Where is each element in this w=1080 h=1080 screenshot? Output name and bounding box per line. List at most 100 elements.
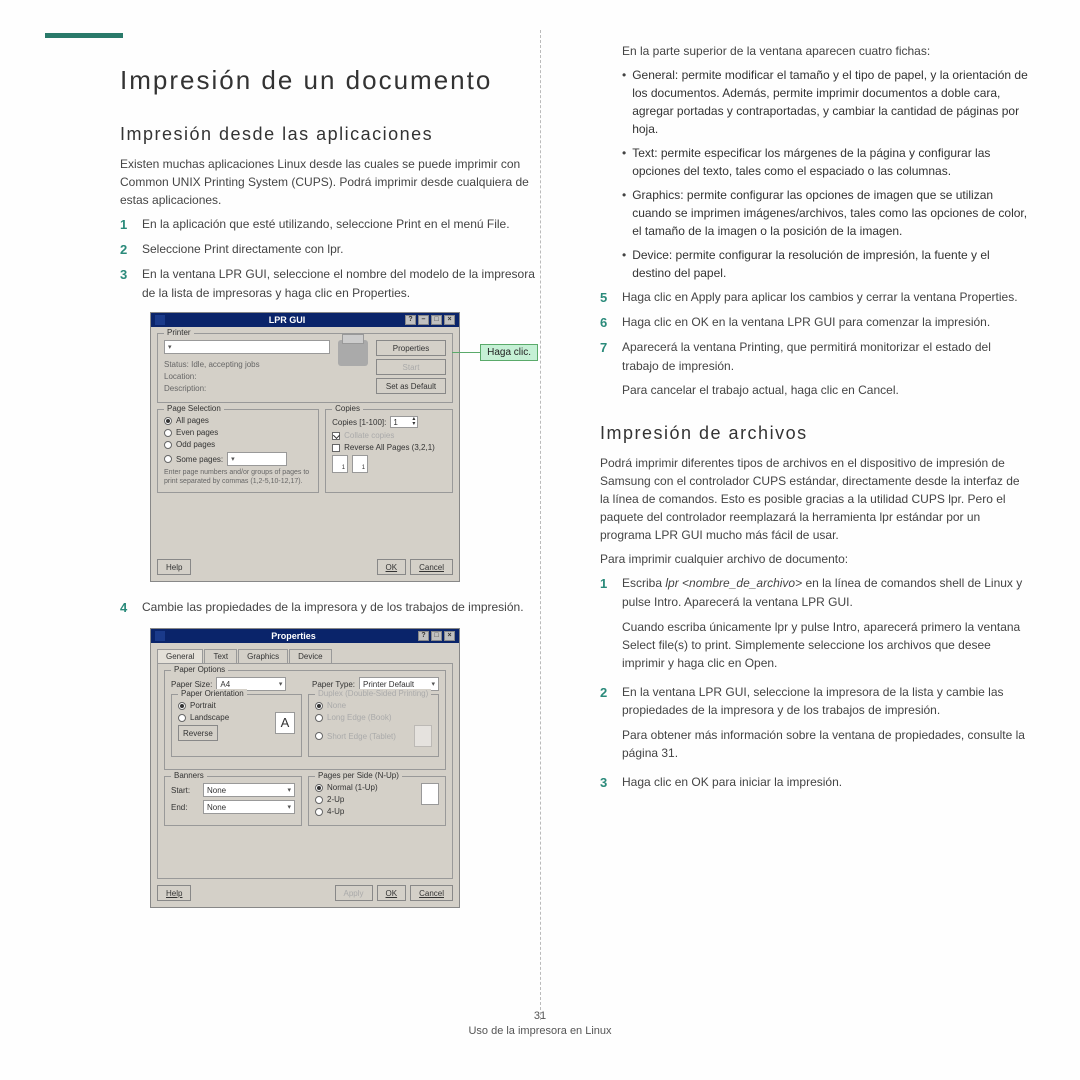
nup1[interactable] [315,784,323,792]
type-label: Paper Type: [312,680,355,689]
num: 2 [120,240,132,260]
size-label: Paper Size: [171,680,212,689]
copies-label: Copies [1-100]: [332,418,386,427]
steps-right: 5 Haga clic en Apply para aplicar los cam… [600,288,1030,405]
help-icon[interactable]: ? [405,315,416,325]
lpr-window: LPR GUI ?–□× Printer Status: Idle, accep… [150,312,460,582]
lpr-screenshot: LPR GUI ?–□× Printer Status: Idle, accep… [150,312,460,582]
right-intro: En la parte superior de la ventana apare… [622,42,1030,60]
step4: Cambie las propiedades de la impresora y… [142,598,550,618]
some-input[interactable] [227,452,287,466]
collate-label: Collate copies [344,431,394,440]
f2b: Para obtener más información sobre la ve… [622,726,1030,762]
window-buttons: ?□× [418,631,455,641]
callout-label: Haga clic. [480,344,538,361]
copies-spinner[interactable]: 1▴▾ [390,416,418,428]
start-button[interactable]: Start [376,359,446,375]
h1: Impresión de un documento [120,65,550,96]
copies-group: Copies [332,404,363,413]
step7b: Para cancelar el trabajo actual, haga cl… [622,381,1030,399]
props-titlebar: Properties ?□× [151,629,459,643]
cancel-button[interactable]: Cancel [410,885,453,901]
props-screenshot: Properties ?□× General Text Graphics Dev… [150,628,460,908]
properties-button[interactable]: Properties [376,340,446,356]
page-hint: Enter page numbers and/or groups of page… [164,469,312,486]
printer-group: Printer Status: Idle, accepting jobs Loc… [157,333,453,403]
bullet-general: General: permite modificar el tamaño y e… [632,66,1030,138]
tab-text[interactable]: Text [204,649,237,663]
callout-line [452,352,480,353]
close-icon[interactable]: × [444,631,455,641]
max-icon[interactable]: □ [431,315,442,325]
dup-none[interactable] [315,702,323,710]
help-button[interactable]: Help [157,559,191,575]
h2-files: Impresión de archivos [600,423,1030,444]
nup2[interactable] [315,796,323,804]
ok-button[interactable]: OK [377,885,407,901]
even-label: Even pages [176,428,218,437]
num: 3 [120,265,132,302]
num: 5 [600,288,612,308]
num: 3 [600,773,612,793]
description: Description: [164,384,330,393]
props-body: General Text Graphics Device Paper Optio… [151,643,459,907]
dup-short[interactable] [315,732,323,740]
h2-apps: Impresión desde las aplicaciones [120,124,550,145]
odd-label: Odd pages [176,440,215,449]
all-label: All pages [176,416,209,425]
help-icon[interactable]: ? [418,631,429,641]
banner-end[interactable]: None [203,800,295,814]
collate-check[interactable] [332,432,340,440]
default-button[interactable]: Set as Default [376,378,446,394]
ok-button[interactable]: OK [377,559,407,575]
page-selection: Page Selection [164,404,224,413]
help-button[interactable]: Help [157,885,191,901]
even-radio[interactable] [164,429,172,437]
close-icon[interactable]: × [444,315,455,325]
orientation: Paper Orientation [178,689,247,698]
nup: Pages per Side (N-Up) [315,771,402,780]
copies-preview [332,455,446,473]
apply-button[interactable]: Apply [335,885,373,901]
step3: En la ventana LPR GUI, seleccione el nom… [142,265,550,302]
landscape-radio[interactable] [178,714,186,722]
dup-long[interactable] [315,714,323,722]
nup-preview [421,783,439,805]
callout: Haga clic. [452,344,538,361]
nup4[interactable] [315,808,323,816]
all-radio[interactable] [164,417,172,425]
steps-left-4: 4Cambie las propiedades de la impresora … [120,598,550,618]
printer-icon [338,340,368,366]
step5: Haga clic en Apply para aplicar los camb… [622,288,1030,308]
intro: Existen muchas aplicaciones Linux desde … [120,155,550,209]
reverse-label: Reverse All Pages (3,2,1) [344,443,435,452]
column-separator [540,30,541,1020]
files-intro: Podrá imprimir diferentes tipos de archi… [600,454,1030,544]
odd-radio[interactable] [164,441,172,449]
tab-general[interactable]: General [157,649,203,663]
lpr-body: Printer Status: Idle, accepting jobs Loc… [151,327,459,581]
banner-start[interactable]: None [203,783,295,797]
reverse-check[interactable] [332,444,340,452]
min-icon[interactable]: – [418,315,429,325]
tab-device[interactable]: Device [289,649,331,663]
printer-select[interactable] [164,340,330,354]
portrait-radio[interactable] [178,702,186,710]
bullet-graphics: Graphics: permite configurar las opcione… [632,186,1030,240]
status: Status: Idle, accepting jobs [164,360,330,369]
tab-graphics[interactable]: Graphics [238,649,288,663]
cancel-button[interactable]: Cancel [410,559,453,575]
reverse-button[interactable]: Reverse [178,725,218,741]
f3: Haga clic en OK para iniciar la impresió… [622,773,1030,793]
app-icon [155,631,165,641]
duplex-preview [414,725,432,747]
right-column: En la parte superior de la ventana apare… [580,30,1060,990]
banners: Banners [171,771,207,780]
num: 7 [600,338,612,405]
max-icon[interactable]: □ [431,631,442,641]
tab-bullets: General: permite modificar el tamaño y e… [622,66,1030,282]
steps-left: 1En la aplicación que esté utilizando, s… [120,215,550,302]
some-radio[interactable] [164,455,172,463]
location: Location: [164,372,330,381]
num: 6 [600,313,612,333]
